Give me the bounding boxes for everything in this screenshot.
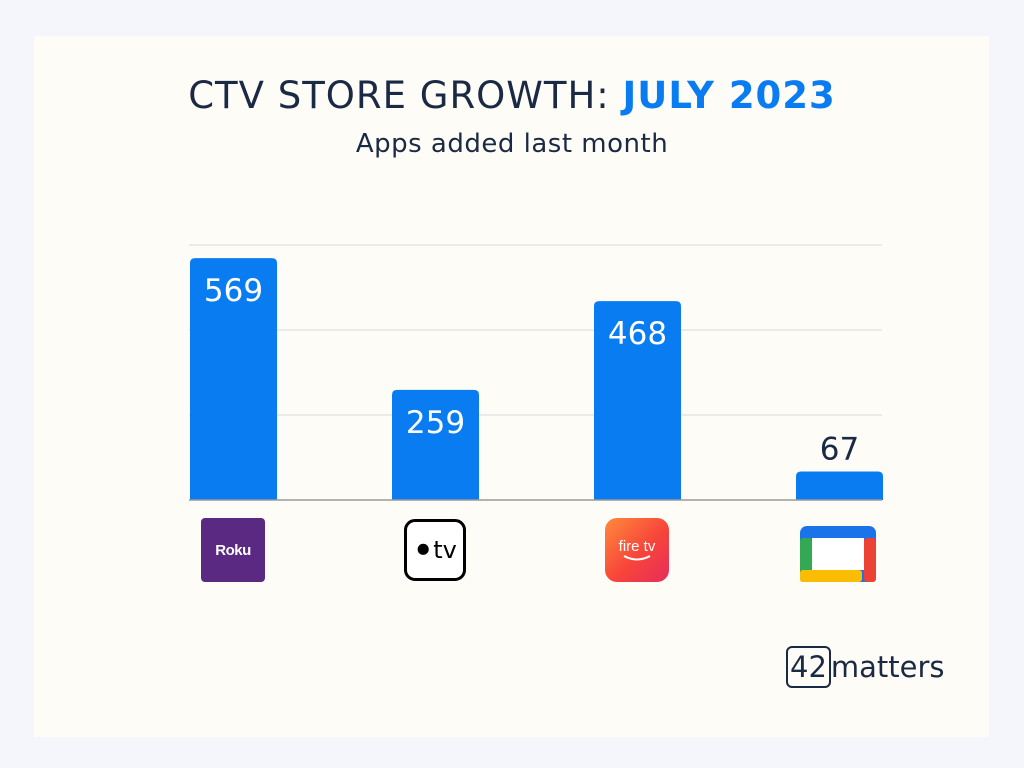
apple-tv-logo: ⚫tv xyxy=(404,519,466,581)
roku-logo: Roku xyxy=(201,518,265,582)
bar-google-tv xyxy=(796,471,883,500)
chart-subtitle: Apps added last month xyxy=(355,129,669,159)
data-label: 259 xyxy=(406,405,465,441)
data-label: 468 xyxy=(608,316,667,352)
google-tv-logo xyxy=(800,526,876,582)
brand-text: matters xyxy=(830,650,945,684)
apple-tv-logo-text: ⚫tv xyxy=(413,536,457,564)
fire-tv-logo-text: fire tv xyxy=(618,537,656,555)
chart-title: CTV STORE GROWTH: JULY 2023 xyxy=(0,74,1024,117)
brand-number-box: 42 xyxy=(786,646,831,688)
42matters-logo: 42 matters xyxy=(786,645,945,689)
bar-apple-tv xyxy=(392,389,479,500)
bar-fire-tv xyxy=(594,301,681,500)
data-label: 67 xyxy=(820,432,859,468)
title-highlight: JULY 2023 xyxy=(622,74,836,117)
roku-logo-text: Roku xyxy=(215,541,251,559)
fire-tv-logo: fire tv xyxy=(605,518,669,582)
bar-roku xyxy=(190,258,277,500)
smile-arrow-icon xyxy=(623,554,651,560)
title-plain: CTV STORE GROWTH: xyxy=(188,74,623,117)
data-label: 569 xyxy=(204,273,263,309)
